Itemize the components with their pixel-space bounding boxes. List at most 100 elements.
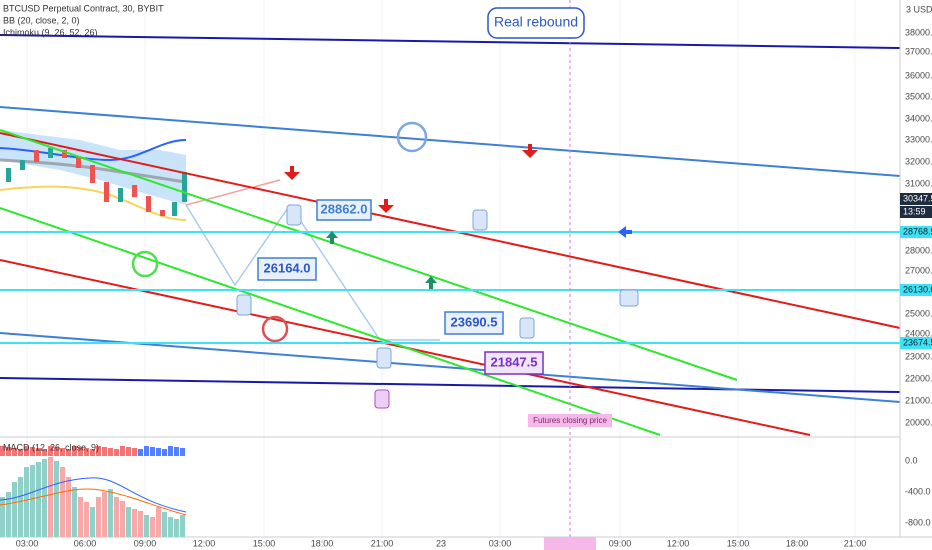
grid <box>26 0 856 537</box>
time-label: 18:00 <box>311 538 334 548</box>
macd-bar-top <box>138 449 143 456</box>
macd-bar <box>84 502 89 537</box>
bb-basis <box>0 158 187 184</box>
macd-bar <box>180 515 185 537</box>
hand-icon <box>376 347 392 369</box>
macd-bar-top <box>132 448 137 456</box>
price-label: 37000.0 <box>905 46 932 56</box>
price-label: 27000.0 <box>905 265 932 275</box>
candle <box>90 165 95 183</box>
price-label: 28000.0 <box>905 245 932 255</box>
macd-bar <box>12 482 17 537</box>
time-label: 15:00 <box>253 538 276 548</box>
trend-line <box>0 34 901 49</box>
macd-bar <box>168 517 173 537</box>
arrow-left <box>618 226 632 238</box>
macd-bar <box>24 467 29 537</box>
price-label: 20000.0 <box>905 417 932 427</box>
time-label: 21:00 <box>844 538 867 548</box>
candle <box>146 196 151 212</box>
trend-line <box>0 129 738 381</box>
macd-bar-top <box>120 446 125 456</box>
candle <box>182 172 187 202</box>
callout-text: 26164.0 <box>264 260 311 275</box>
projection <box>185 179 281 206</box>
macd-bar-top <box>24 446 29 456</box>
macd-bar <box>66 477 71 537</box>
macd-bar <box>78 497 83 537</box>
arrow-down <box>284 166 300 180</box>
price-tag-text: 28768.9 <box>903 226 932 236</box>
hand-icon <box>286 204 302 226</box>
callout-box <box>316 199 372 221</box>
macd-bar-top <box>108 448 113 456</box>
macd-bar-top <box>66 449 71 456</box>
note-text: Futures closing price <box>533 416 607 425</box>
arrow-up <box>425 276 437 289</box>
callout: Real rebound <box>487 7 585 39</box>
candle <box>6 168 11 182</box>
macd-bar-top <box>6 447 11 456</box>
price-tag <box>900 284 932 296</box>
callout: 23690.5 <box>444 311 504 335</box>
candle <box>20 160 25 170</box>
macd-bar-top <box>72 446 77 456</box>
candle <box>48 148 53 158</box>
currency-label: 3 USD <box>906 4 932 14</box>
macd-histogram <box>0 446 185 537</box>
hand-icon <box>236 294 252 316</box>
candle <box>118 188 123 202</box>
sad-icon <box>261 315 289 343</box>
neutral-icon <box>131 250 159 278</box>
macd-bar-top <box>0 446 5 456</box>
callout-text: 28862.0 <box>321 201 368 216</box>
macd-bar-top <box>150 447 155 456</box>
price-label: 25000.0 <box>905 308 932 318</box>
macd-bar <box>18 477 23 537</box>
callout-box <box>257 257 317 281</box>
candle <box>104 182 109 202</box>
time-label: 15:00 <box>727 538 750 548</box>
trend-line <box>0 332 901 403</box>
macd-label: MACD (12, 26, close, 9) <box>3 442 99 452</box>
candle <box>34 150 39 162</box>
note-box <box>528 414 612 427</box>
macd-bar-top <box>126 447 131 456</box>
macd-bar <box>0 497 5 537</box>
macd-bar <box>42 459 47 537</box>
macd-bar <box>108 489 113 537</box>
macd-bar <box>6 492 11 537</box>
macd-bar-top <box>114 449 119 456</box>
price-label: 34000.0 <box>905 113 932 123</box>
arrow-down <box>522 144 538 158</box>
macd-bar-top <box>144 446 149 456</box>
macd-bar-top <box>54 447 59 456</box>
macd-bar-top <box>42 449 47 456</box>
time-label: 03:00 <box>16 538 39 548</box>
hand-icon <box>619 289 639 307</box>
macd-bar-top <box>96 446 101 456</box>
time-label: 03:00 <box>489 538 512 548</box>
trend-line <box>0 132 901 329</box>
macd-bar-top <box>162 449 167 456</box>
macd-bar <box>144 515 149 537</box>
callout: 26164.0 <box>257 257 317 281</box>
callout-text: 23690.5 <box>451 314 498 329</box>
time-cursor <box>544 537 596 550</box>
macd-bar-top <box>102 447 107 456</box>
macd-axis-label: 0.0 <box>905 455 918 465</box>
macd-bar-top <box>48 446 53 456</box>
macd-bar-top <box>36 448 41 456</box>
price-tag <box>900 337 932 349</box>
price-label: 21000.0 <box>905 395 932 405</box>
macd-bar-top <box>180 448 185 456</box>
macd-bar-top <box>174 447 179 456</box>
callout-text: 21847.5 <box>491 354 538 369</box>
time-label: 06:00 <box>74 538 97 548</box>
candle <box>172 202 177 216</box>
time-label: 23 <box>436 538 446 548</box>
price-label: 33000.0 <box>905 134 932 144</box>
macd-bar-top <box>60 448 65 456</box>
trend-line <box>0 207 661 436</box>
